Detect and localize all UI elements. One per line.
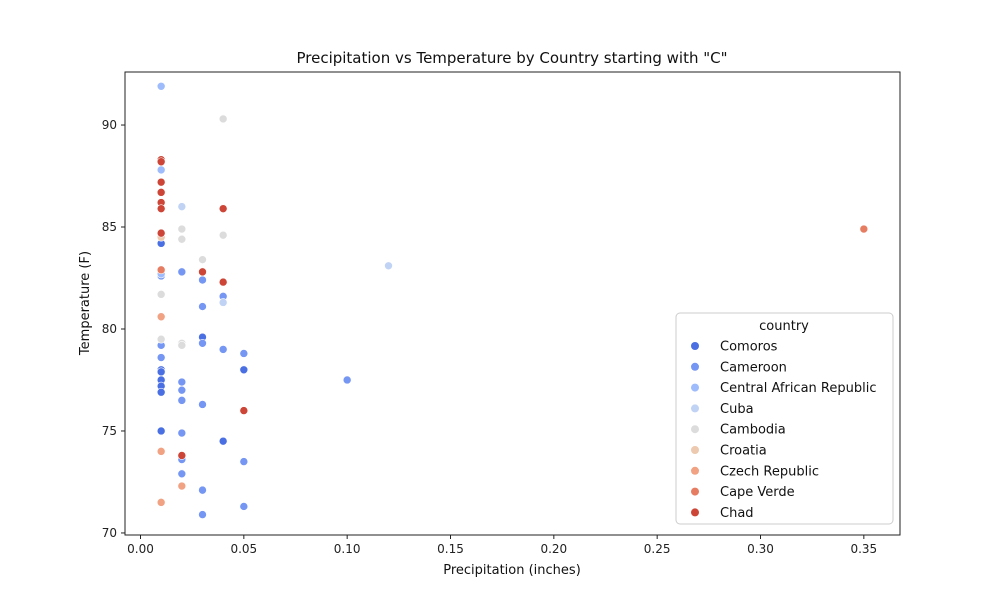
x-axis: 0.00 0.05 0.10 0.15 0.20 0.25 0.30 0.35 [127,535,877,556]
y-axis-label: Temperature (F) [78,251,93,356]
data-point [156,228,166,238]
data-point [156,312,166,322]
data-point [177,377,187,387]
data-point [156,81,166,91]
legend-marker [691,362,699,371]
plot-frame [124,71,901,536]
data-point [156,290,166,299]
chart-title: Precipitation vs Temperature by Country … [296,49,727,67]
legend-marker [691,508,699,517]
data-point [859,224,869,234]
legend-box [675,312,894,525]
x-tick-label: 0.10 [334,542,361,556]
data-point [156,367,166,377]
data-point [198,267,207,277]
data-point [239,406,249,415]
legend-label: Cambodia [720,423,786,438]
x-axis-label: Precipitation (inches) [443,563,581,578]
data-point [218,114,228,124]
legend-label: Cameroon [720,360,787,375]
data-point [177,396,187,405]
x-tick-label: 0.05 [230,542,257,556]
data-point [177,234,187,244]
data-point [239,457,249,466]
legend-marker [691,425,699,434]
legend-label: Croatia [720,444,767,459]
data-point [177,224,187,234]
legend-label: Czech Republic [720,464,819,479]
y-tick-label: 90 [102,118,117,132]
data-point [218,345,228,354]
data-point [156,447,166,456]
y-tick-label: 70 [102,526,117,540]
data-point [156,387,166,397]
x-tick-label: 0.35 [850,542,877,556]
data-point [156,204,166,213]
data-point [198,275,207,285]
data-point [218,204,228,213]
y-tick-label: 80 [102,322,117,336]
legend-items: Comoros Cameroon Central African Republic C… [691,340,876,521]
data-point [218,230,228,240]
y-axis: 70 75 80 85 90 [102,118,125,540]
data-point [177,202,187,211]
legend-label: Cape Verde [720,485,795,500]
data-point [177,428,187,438]
legend-label: Central African Republic [720,381,876,396]
data-point [177,451,187,460]
data-point [156,157,166,167]
data-point [198,302,207,311]
data-point [198,485,207,495]
x-tick-label: 0.30 [747,542,774,556]
legend-label: Cuba [720,402,754,417]
data-point [156,165,166,175]
data-point [156,353,166,362]
data-point [198,510,207,519]
points-layer [156,81,869,519]
x-tick-label: 0.20 [540,542,567,556]
x-tick-label: 0.15 [437,542,464,556]
legend-marker [691,446,699,454]
legend: country Comoros Cameroon Central African R… [675,312,894,525]
x-tick-label: 0.00 [127,542,154,556]
legend-marker [691,342,699,350]
data-point [198,255,207,264]
x-tick-label: 0.25 [644,542,671,556]
data-point [239,365,249,375]
data-point [177,385,187,395]
data-point [218,436,228,446]
data-point [239,502,249,511]
legend-label: Comoros [720,340,778,355]
data-point [156,498,166,507]
data-point [156,334,166,344]
data-point [198,338,207,348]
data-point [156,188,166,197]
data-point [384,261,393,271]
y-tick-label: 75 [102,424,117,438]
data-point [177,341,187,350]
data-point [177,481,187,491]
legend-label: Chad [720,506,754,521]
legend-marker [691,466,699,475]
data-point [156,426,166,436]
data-point [177,267,187,277]
legend-marker [691,383,699,392]
data-point [177,469,187,479]
data-point [156,177,166,187]
data-point [156,265,166,275]
data-point [342,375,352,385]
data-point [198,400,207,409]
legend-marker [691,487,699,496]
legend-title: country [759,319,809,334]
data-point [218,277,228,287]
legend-marker [691,404,699,413]
y-tick-label: 85 [102,220,117,234]
data-point [239,349,249,358]
data-point [218,298,228,307]
